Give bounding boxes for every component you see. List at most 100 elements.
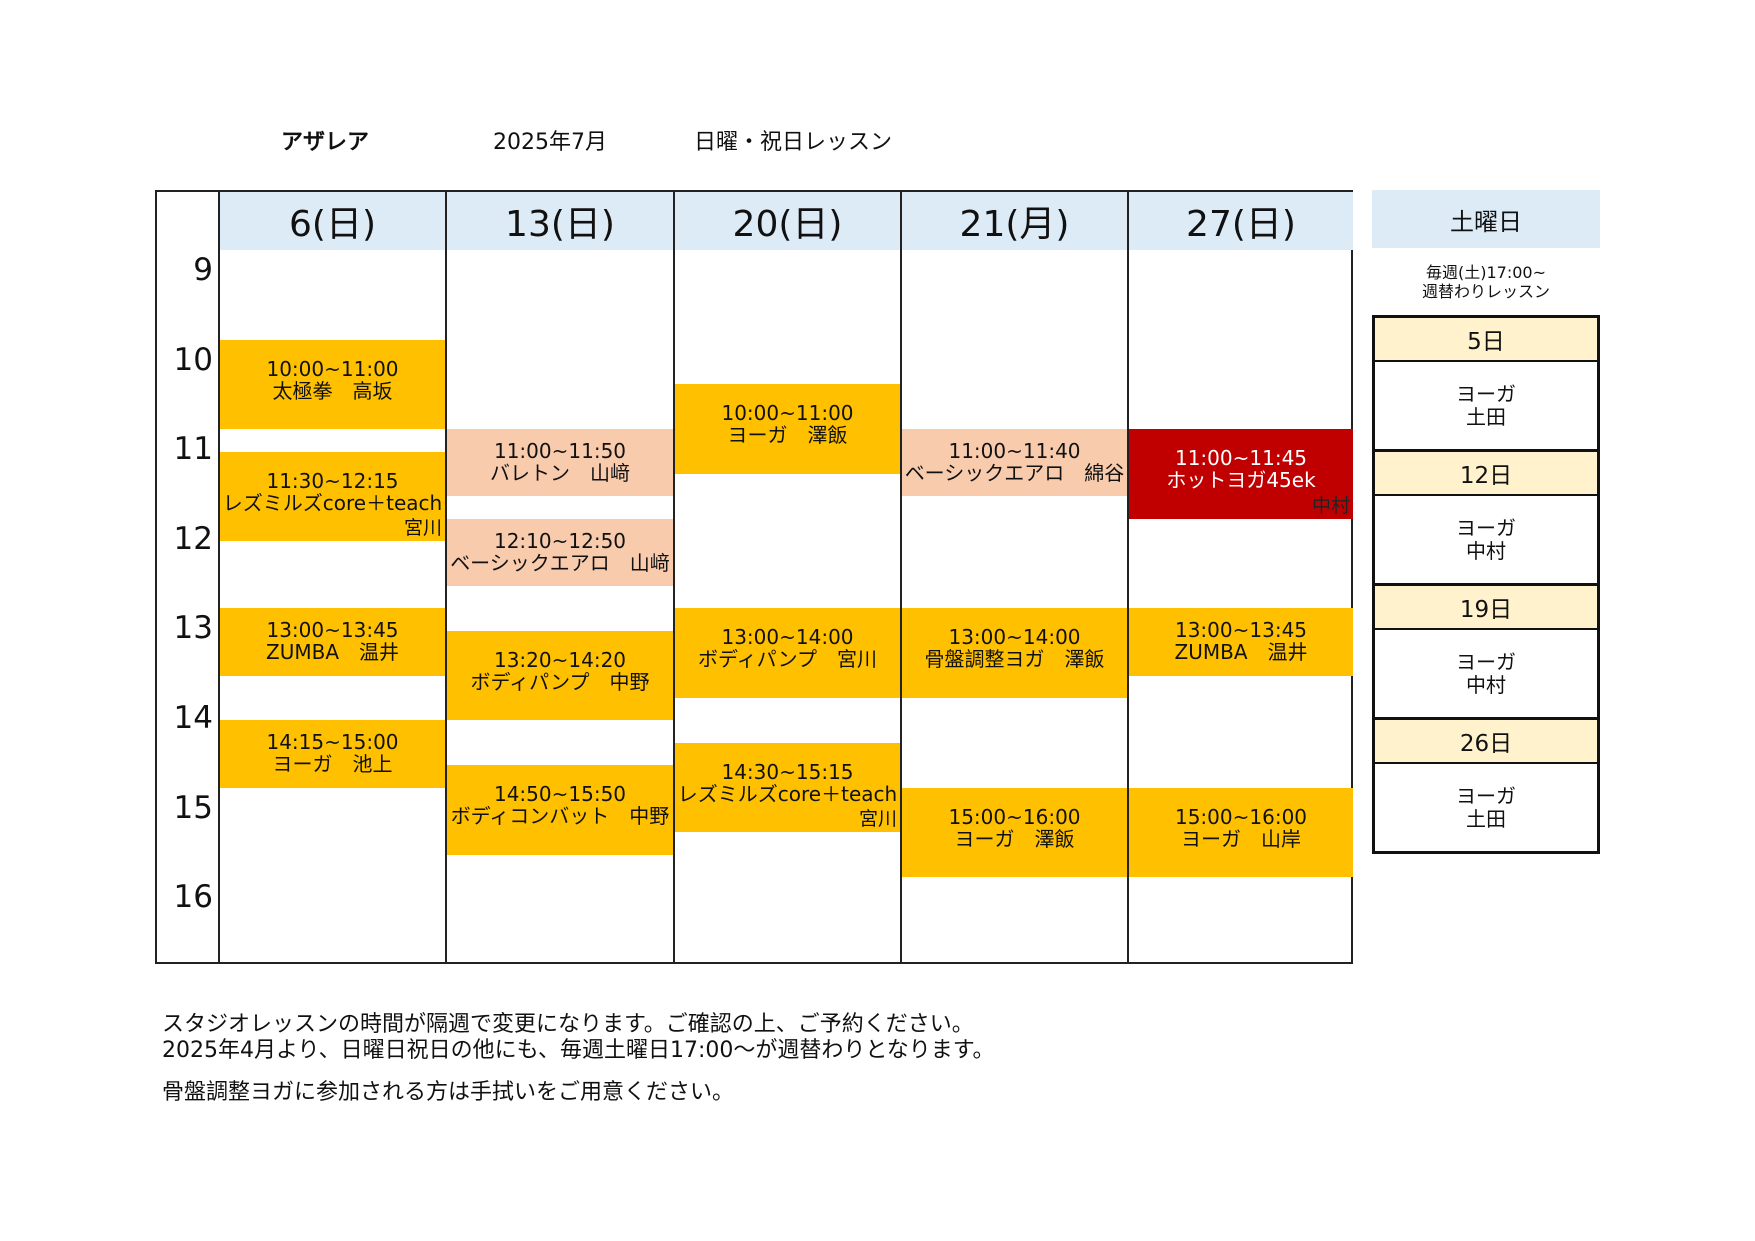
- lesson-block[interactable]: 11:30~12:15 レズミルズcore＋teach 宮川: [220, 451, 445, 542]
- studio-name: アザレア: [281, 130, 370, 155]
- lesson-time: 11:30~12:15: [266, 468, 399, 493]
- column-divider: [445, 192, 447, 962]
- lesson-time: 14:15~15:00: [266, 730, 399, 755]
- saturday-lesson-name: ヨーガ: [1456, 381, 1516, 406]
- lesson-block[interactable]: 14:15~15:00 ヨーガ 池上: [220, 720, 445, 788]
- day-header: 20(日): [675, 192, 900, 250]
- saturday-date: 12日: [1375, 452, 1597, 496]
- lesson-block[interactable]: 13:00~14:00 ボディパンプ 宮川: [675, 608, 900, 698]
- lesson-name: 太極拳 高坂: [272, 378, 393, 403]
- hour-label: 16: [173, 879, 213, 916]
- lesson-instructor: 中村: [1311, 494, 1350, 517]
- column-divider: [900, 192, 902, 962]
- lesson-block[interactable]: 15:00~16:00 ヨーガ 山岸: [1129, 787, 1353, 878]
- lesson-name: ホットヨガ45ek: [1166, 468, 1316, 493]
- saturday-note-line2: 週替わりレッスン: [1421, 282, 1550, 301]
- lesson-time: 13:00~13:45: [1174, 618, 1308, 643]
- lesson-time: 13:20~14:20: [493, 647, 627, 672]
- hour-label: 13: [173, 610, 213, 647]
- lesson-time: 13:00~13:45: [266, 618, 399, 643]
- lesson-block[interactable]: 11:00~11:45 ホットヨガ45ek 中村: [1129, 429, 1353, 519]
- lesson-block[interactable]: 13:00~14:00 骨盤調整ヨガ 澤飯: [902, 608, 1127, 698]
- saturday-instructor: 土田: [1466, 806, 1506, 831]
- lesson-name: ヨーガ 澤飯: [954, 826, 1075, 851]
- lesson-time: 14:50~15:50: [493, 782, 627, 807]
- saturday-date: 19日: [1375, 586, 1597, 630]
- lesson-time: 12:10~12:50: [493, 528, 627, 553]
- lesson-name: レズミルズcore＋teach: [222, 490, 443, 515]
- lesson-block[interactable]: 14:30~15:15 レズミルズcore＋teach 宮川: [675, 742, 900, 833]
- lesson-name: 骨盤調整ヨガ 澤飯: [924, 647, 1105, 672]
- lesson-time: 14:30~15:15: [721, 759, 854, 784]
- lesson-time: 11:00~11:40: [948, 439, 1081, 464]
- saturday-lesson-name: ヨーガ: [1456, 783, 1516, 808]
- lesson-name: ヨーガ 山岸: [1181, 826, 1301, 851]
- saturday-lesson[interactable]: ヨーガ 中村: [1375, 496, 1597, 586]
- lesson-time: 13:00~14:00: [948, 625, 1081, 650]
- lesson-time: 11:00~11:50: [493, 439, 627, 464]
- lesson-block[interactable]: 11:00~11:50 バレトン 山﨑: [447, 429, 673, 497]
- lesson-name: ボディパンプ 宮川: [698, 647, 877, 672]
- lesson-time: 15:00~16:00: [948, 804, 1081, 829]
- saturday-date: 5日: [1375, 318, 1597, 362]
- hour-label: 12: [173, 520, 213, 557]
- lesson-block[interactable]: 10:00~11:00 太極拳 高坂: [220, 339, 445, 430]
- lesson-name: ヨーガ 池上: [272, 752, 393, 777]
- day-header: 21(月): [902, 192, 1127, 250]
- lesson-block[interactable]: 13:00~13:45 ZUMBA 温井: [220, 608, 445, 676]
- lesson-instructor: 宮川: [858, 808, 897, 831]
- lesson-instructor: 宮川: [403, 517, 442, 540]
- hour-label: 10: [173, 341, 213, 378]
- day-header: 13(日): [447, 192, 673, 250]
- lesson-name: ベーシックエアロ 綿谷: [904, 461, 1125, 486]
- saturday-lesson-name: ヨーガ: [1456, 649, 1516, 674]
- saturday-lesson[interactable]: ヨーガ 土田: [1375, 764, 1597, 851]
- hour-label: 11: [173, 431, 213, 468]
- saturday-lesson[interactable]: ヨーガ 土田: [1375, 362, 1597, 452]
- saturday-instructor: 中村: [1466, 672, 1506, 697]
- lesson-block[interactable]: 13:00~13:45 ZUMBA 温井: [1129, 608, 1353, 676]
- day-header: 6(日): [220, 192, 445, 250]
- lesson-block[interactable]: 12:10~12:50 ベーシックエアロ 山﨑: [447, 518, 673, 586]
- lesson-name: ZUMBA 温井: [1174, 640, 1308, 665]
- month-label: 2025年7月: [493, 130, 607, 155]
- column-divider: [1127, 192, 1129, 962]
- footer-note-1: スタジオレッスンの時間が隔週で変更になります。ご確認の上、ご予約ください。: [162, 1012, 974, 1037]
- column-divider: [218, 192, 220, 962]
- lesson-time: 13:00~14:00: [721, 625, 854, 650]
- saturday-note-line1: 毎週(土)17:00~: [1425, 263, 1546, 282]
- schedule-subtitle: 日曜・祝日レッスン: [694, 130, 893, 155]
- hour-label: 14: [173, 700, 213, 736]
- lesson-block[interactable]: 11:00~11:40 ベーシックエアロ 綿谷: [902, 429, 1127, 497]
- hour-label: 15: [173, 789, 213, 826]
- lesson-time: 15:00~16:00: [1174, 804, 1308, 829]
- column-divider: [673, 192, 675, 962]
- lesson-name: ボディパンプ 中野: [470, 669, 650, 694]
- lesson-time: 10:00~11:00: [266, 356, 399, 381]
- footer-note-3: 骨盤調整ヨガに参加される方は手拭いをご用意ください。: [162, 1080, 735, 1105]
- lesson-time: 10:00~11:00: [721, 401, 854, 426]
- lesson-name: レズミルズcore＋teach: [677, 781, 898, 806]
- saturday-note: 毎週(土)17:00~ 週替わりレッスン: [1372, 263, 1600, 301]
- lesson-block[interactable]: 15:00~16:00 ヨーガ 澤飯: [902, 787, 1127, 878]
- lesson-time: 11:00~11:45: [1174, 446, 1308, 471]
- saturday-lesson-name: ヨーガ: [1456, 515, 1516, 540]
- saturday-schedule: 5日 ヨーガ 土田 12日 ヨーガ 中村 19日 ヨーガ 中村 26日 ヨーガ 土田: [1372, 315, 1600, 854]
- lesson-block[interactable]: 10:00~11:00 ヨーガ 澤飯: [675, 384, 900, 474]
- saturday-header: 土曜日: [1372, 190, 1600, 248]
- hour-label: 9: [193, 252, 213, 288]
- lesson-name: ZUMBA 温井: [266, 640, 399, 665]
- lesson-block[interactable]: 13:20~14:20 ボディパンプ 中野: [447, 630, 673, 721]
- saturday-lesson[interactable]: ヨーガ 中村: [1375, 630, 1597, 720]
- saturday-instructor: 土田: [1466, 404, 1506, 429]
- lesson-name: バレトン 山﨑: [490, 461, 630, 486]
- schedule-grid: 9 10 11 12 13 14 15 16 6(日) 10:00~11:00 太極拳 高坂 11:3…: [155, 190, 1353, 964]
- day-header: 27(日): [1129, 192, 1353, 250]
- footer-note-2: 2025年4月より、日曜日祝日の他にも、毎週土曜日17:00～が週替わりとなりま…: [162, 1038, 995, 1063]
- saturday-date: 26日: [1375, 720, 1597, 764]
- saturday-instructor: 中村: [1466, 538, 1506, 563]
- lesson-block[interactable]: 14:50~15:50 ボディコンバット 中野: [447, 765, 673, 855]
- lesson-name: ヨーガ 澤飯: [727, 423, 848, 448]
- lesson-name: ボディコンバット 中野: [450, 804, 670, 829]
- lesson-name: ベーシックエアロ 山﨑: [450, 550, 670, 575]
